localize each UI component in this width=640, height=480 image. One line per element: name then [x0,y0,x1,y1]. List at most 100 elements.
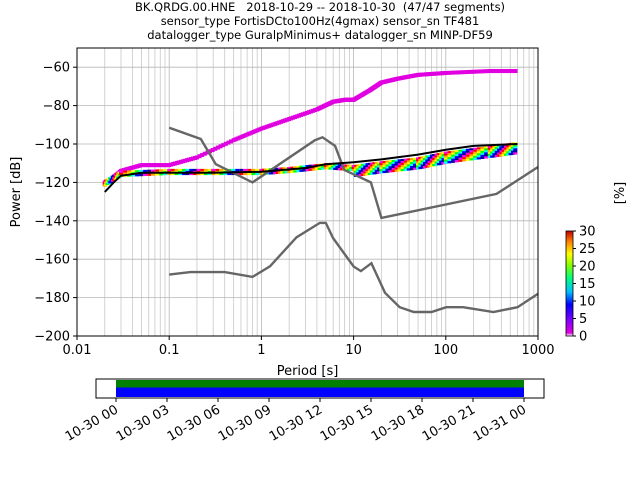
colorbar-tick-label: 0 [579,330,587,345]
density-cell [118,172,123,175]
density-cell [501,153,506,157]
density-cell [473,153,478,156]
density-cell [432,154,437,157]
density-cell [492,147,497,150]
density-cell [290,170,295,173]
density-cell [385,162,390,165]
colorbar-tick-label: 5 [579,312,587,327]
density-cell [394,165,399,168]
density-cell [434,155,439,158]
density-cell [406,158,411,161]
density-cell [367,164,372,167]
density-cell [432,156,437,159]
density-cell [360,163,365,166]
density-cell [379,163,384,166]
density-cell [439,156,444,159]
density-cell [365,167,370,170]
density-cell [487,151,492,155]
density-cell [473,155,478,158]
density-cell [425,163,430,166]
density-cell [499,146,504,149]
density-cell [484,154,489,157]
timeline-tick-label: 10-30 03 [114,402,172,444]
density-cell [167,172,172,176]
density-cell [223,172,228,176]
density-cell [330,165,335,168]
density-cell [391,169,396,173]
density-cell [454,154,459,157]
density-cell [379,167,384,170]
density-cell [425,161,430,164]
density-cell [412,165,417,168]
density-cell [372,168,377,171]
density-cell [403,164,408,167]
density-cell [510,150,515,153]
density-cell [135,174,140,177]
density-cell [231,168,236,172]
density-cell [487,155,492,159]
density-cell [210,148,215,153]
density-cell [342,164,347,167]
title-line-2: sensor_type FortisDCto100Hz(4gmax) senso… [160,14,480,28]
density-cell [409,160,414,163]
density-cell [447,161,452,164]
density-cell [501,147,506,151]
density-cell [356,166,361,169]
density-cell [427,162,432,166]
grid [76,48,538,337]
density-cell [400,168,405,172]
density-cell [311,168,316,171]
density-cell [365,169,370,172]
density-cell [139,174,144,177]
density-cell [469,158,474,161]
x-tick-label: 1 [257,343,265,358]
density-cell [275,171,280,174]
density-cell [458,155,463,158]
density-cell [456,70,461,75]
density-cell [344,168,349,171]
density-cell [360,165,365,168]
density-cell [356,168,361,171]
density-cell [506,149,511,152]
density-cell [487,153,492,157]
density-cell [465,150,470,153]
y-tick-label: −160 [34,253,70,268]
density-cell [458,151,463,154]
density-cell [151,173,156,176]
density-cell [412,159,417,162]
density-cell [394,159,399,162]
coverage-bar-blue [116,387,524,397]
density-cell [416,159,421,162]
density-cell [458,153,463,156]
density-cell [185,172,190,176]
density-cell [499,150,504,153]
density-cell [465,158,470,161]
density-cell [358,166,363,169]
density-cell [391,161,396,165]
density-cell [406,166,411,169]
density-cell [333,163,338,166]
y-tick-label: −180 [34,291,70,306]
x-tick-label: 100 [433,343,458,358]
density-cell [494,154,499,158]
density-cell [397,161,402,164]
density-cell [379,165,384,168]
density-cell [207,168,212,172]
density-cell [432,160,437,163]
density-cell [513,152,518,155]
density-cell [409,164,414,167]
density-cell [353,168,358,171]
density-cell [391,165,396,169]
density-cell [344,166,349,169]
density-cell [273,171,278,175]
density-cell [473,157,478,160]
coverage-bar-green [116,380,524,388]
density-cell [203,168,208,172]
density-cell [155,169,160,172]
density-cell [403,160,408,163]
density-cell [196,172,201,176]
density-cell [360,171,365,174]
density-cell [123,172,128,175]
density-cell [159,169,164,172]
density-cell [367,168,372,171]
